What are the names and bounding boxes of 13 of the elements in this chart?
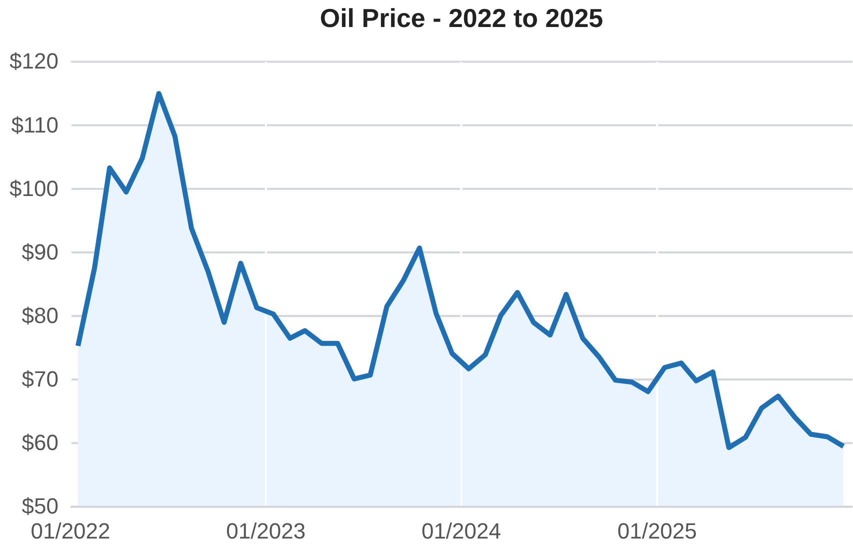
y-tick-label: $80: [22, 303, 58, 328]
x-tick-label: 01/2022: [30, 518, 110, 544]
y-tick-label: $100: [10, 176, 58, 201]
y-tick-label: $60: [22, 430, 58, 456]
y-tick-label: $50: [22, 494, 58, 519]
x-tick-label: 01/2025: [617, 518, 697, 544]
y-tick-label: $120: [10, 48, 58, 74]
x-tick-label: 01/2024: [421, 518, 501, 544]
x-tick-label: 01/2023: [226, 518, 306, 544]
y-tick-label: $90: [22, 239, 58, 264]
chart-title: Oil Price - 2022 to 2025: [320, 3, 604, 33]
y-tick-label: $70: [22, 366, 58, 392]
y-tick-label: $110: [11, 112, 58, 138]
